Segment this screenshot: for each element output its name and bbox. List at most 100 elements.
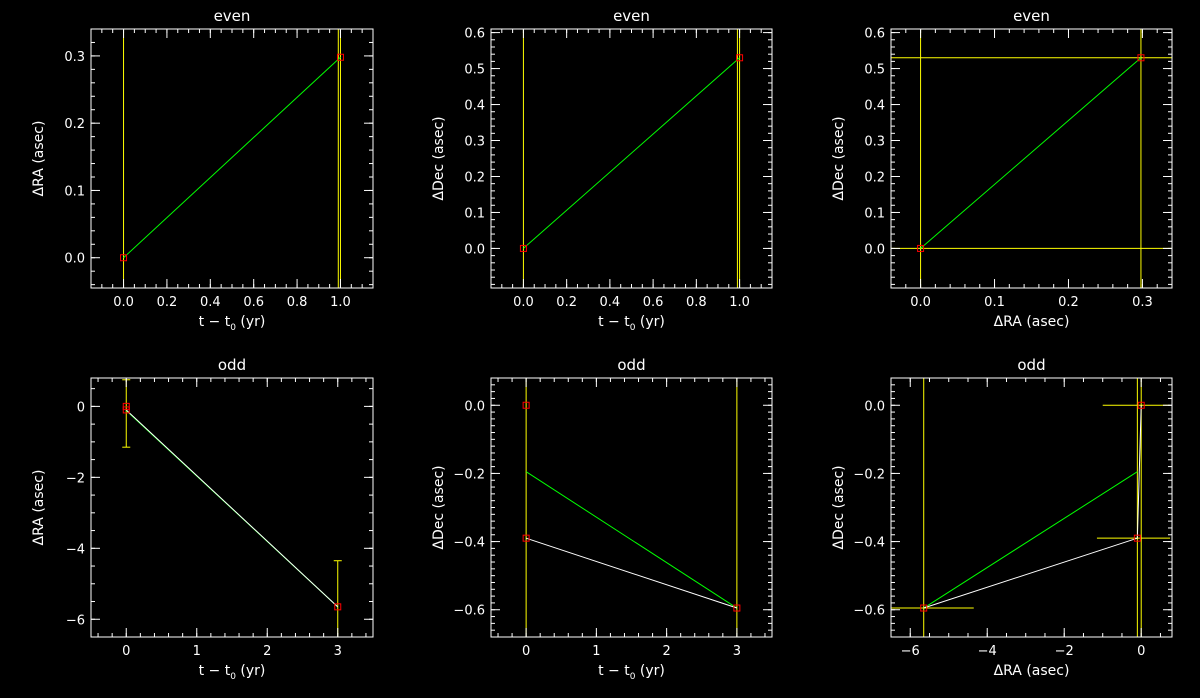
x-tick-label: 1 [193,644,201,659]
y-axis-label: ΔRA (asec) [31,470,47,546]
y-tick-label: −4 [66,542,85,557]
chart-title: even [214,7,251,25]
data-point-marker [334,603,342,611]
fit-line [923,471,1138,609]
chart-title: odd [617,356,645,374]
chart-title: odd [1017,356,1045,374]
x-tick-label: 0.8 [287,295,308,310]
data-point-marker [920,604,928,612]
x-tick-label: 0.8 [686,295,707,310]
axes-frame [890,28,1173,289]
x-tick-label: 0.0 [113,295,134,310]
subplot-2: 0.0 0.2 0.4 0.6 0.8 1.0 0.0 0.1 0.2 0.3 0.4 0.5 0.6 e… [431,7,773,333]
y-tick-label: 0.0 [464,399,485,414]
plot-area [891,29,1172,288]
data-point-marker [120,254,128,262]
data-point-marker [122,402,130,410]
data-point-marker [522,534,530,542]
x-tick-label: 0.2 [556,295,577,310]
data-point-marker [917,244,925,252]
x-tick-label: 1.0 [330,295,351,310]
y-axis-label: ΔRA (asec) [31,121,47,197]
fit-line [525,471,738,609]
data-line [125,409,339,608]
x-tick-label: 0.0 [513,295,534,310]
x-axis-label-main: t − t [199,314,231,330]
x-axis-label-unit: (yr) [236,314,265,330]
plot-area [122,379,342,637]
x-tick-label: 3 [733,644,741,659]
chart-title: odd [218,356,246,374]
x-axis-label-main: t − t [598,663,630,679]
axes-frame [490,377,773,638]
plot-area [519,29,744,288]
y-tick-label: 0.6 [464,27,485,42]
axes-frame [90,377,374,638]
y-axis-label: ΔDec (asec) [831,116,847,200]
x-axis-label-main: ΔRA (asec) [994,314,1070,330]
x-tick-label: 0.1 [984,295,1005,310]
y-axis-label: ΔDec (asec) [431,116,447,200]
x-axis-label-unit: (yr) [635,314,664,330]
x-tick-label: 0 [1137,644,1145,659]
y-tick-label: −0.6 [453,604,485,619]
x-axis-label: t − t0 (yr) [598,663,665,682]
y-tick-label: 0.5 [464,63,485,78]
plot-area [120,29,344,288]
y-tick-label: 0.4 [464,99,485,114]
x-axis-label-main: ΔRA (asec) [994,663,1070,679]
x-axis-label-main: t − t [199,663,231,679]
data-line [923,405,1142,609]
fit-line [523,57,740,249]
y-tick-label: 0.2 [864,170,885,185]
y-tick-label: 0.4 [864,99,885,114]
x-tick-label: 0.2 [1058,295,1079,310]
x-axis-label-unit: (yr) [635,663,664,679]
fit-line [123,56,341,259]
data-point-marker [336,53,344,61]
y-tick-label: 0.0 [864,242,885,257]
y-tick-label: 0.1 [64,184,85,199]
data-point-marker [522,401,530,409]
y-axis-label: ΔDec (asec) [431,465,447,549]
x-tick-label: 1.0 [729,295,750,310]
subplot-3: 0.0 0.1 0.2 0.3 0.0 0.1 0.2 0.3 0.4 0.5 0.6 even ΔRA… [831,7,1173,330]
y-tick-label: −0.4 [853,536,885,551]
x-axis-label-unit: (yr) [236,663,265,679]
x-axis-label-main: t − t [598,314,630,330]
subplot-6: −6 −4 −2 0 0.0 −0.2 −0.4 −0.6 odd ΔRA (asec) ΔDec … [831,356,1173,679]
x-axis-label: t − t0 (yr) [598,314,665,333]
data-line [525,537,738,609]
x-tick-label: −6 [901,644,920,659]
x-tick-label: 0.3 [1132,295,1153,310]
x-tick-label: 1 [592,644,600,659]
y-tick-label: −0.4 [453,536,485,551]
y-tick-label: −0.2 [453,467,485,482]
x-axis-label-subscript: 0 [230,323,236,333]
data-point-marker [1137,401,1145,409]
x-axis-label: ΔRA (asec) [994,663,1070,679]
y-tick-label: 0.2 [64,117,85,132]
y-tick-label: 0.1 [864,206,885,221]
data-point-marker [1133,534,1141,542]
y-tick-label: −6 [66,613,85,628]
x-tick-label: 0.4 [200,295,221,310]
y-tick-label: 0.6 [864,27,885,42]
x-tick-label: 0.2 [157,295,178,310]
x-axis-label-subscript: 0 [630,672,636,682]
x-tick-label: −4 [978,644,997,659]
data-point-marker [1137,54,1145,62]
x-tick-label: 0.4 [600,295,621,310]
x-axis-label: t − t0 (yr) [199,314,266,333]
y-tick-label: 0.1 [464,206,485,221]
y-tick-label: 0.0 [864,399,885,414]
y-tick-label: −0.2 [853,467,885,482]
plot-area [891,378,1171,637]
y-tick-label: 0 [77,400,85,415]
x-axis-label-subscript: 0 [230,672,236,682]
x-axis-label: t − t0 (yr) [199,663,266,682]
x-tick-label: 2 [662,644,670,659]
x-tick-label: 0.6 [243,295,264,310]
